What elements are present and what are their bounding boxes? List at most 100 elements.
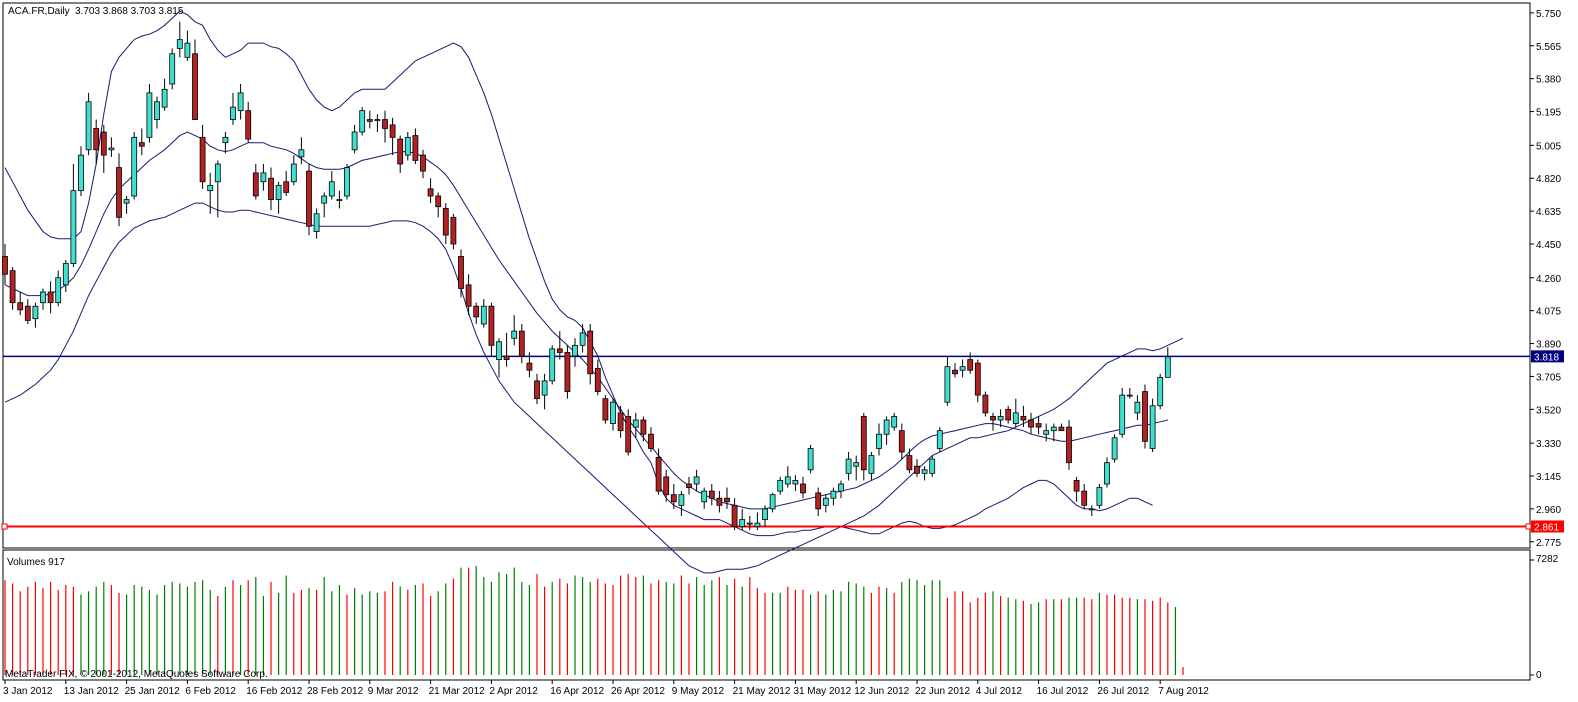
candle-body [1005, 408, 1012, 421]
price-tick-label: 5.750 [1536, 9, 1561, 20]
price-tick-label: 2.960 [1536, 505, 1561, 516]
candle-body [1157, 376, 1164, 407]
time-tick-label: 21 May 2012 [733, 686, 791, 697]
candle-body [822, 497, 829, 506]
support-line-handle-left[interactable] [1, 523, 8, 530]
candle-body [792, 480, 799, 485]
price-panel-frame [2, 2, 1531, 549]
candle-body [47, 291, 54, 304]
candle-body [967, 359, 974, 371]
candle-body [708, 490, 715, 499]
price-tick-label: 3.330 [1536, 439, 1561, 450]
candle-body [192, 53, 198, 120]
time-tick-label: 26 Jul 2012 [1097, 686, 1149, 697]
candle-body [830, 490, 837, 499]
candle-body [815, 492, 822, 510]
candle-body [184, 42, 191, 58]
candle-body [207, 184, 214, 192]
time-tick-label: 6 Feb 2012 [185, 686, 236, 697]
candle-body [70, 190, 77, 264]
candle-body [1043, 430, 1050, 435]
price-tick-label: 4.450 [1536, 240, 1561, 251]
candle-body [116, 167, 122, 218]
candle-body [1028, 419, 1034, 428]
time-tick-label: 12 Jun 2012 [854, 686, 909, 697]
price-axis: 5.750 5.565 5.380 5.195 5.005 4.820 4.635 4.450… [1530, 9, 1561, 676]
candle-body [237, 92, 244, 112]
candle-body [465, 284, 472, 307]
candle-body [579, 332, 586, 346]
candle-body [351, 131, 358, 151]
candle-body [1164, 356, 1171, 378]
price-tick-label: 4.635 [1536, 207, 1561, 218]
support-price-tag [1531, 520, 1564, 533]
candle-body [610, 401, 616, 424]
candle-body [24, 305, 31, 321]
candle-body [511, 330, 518, 339]
price-tick-label: 3.705 [1536, 372, 1561, 383]
candle-body [891, 416, 898, 428]
candle-body [1126, 394, 1133, 397]
candle-body [746, 522, 753, 525]
candle-body [944, 366, 951, 403]
time-tick-label: 26 Apr 2012 [611, 686, 665, 697]
candle-body [252, 172, 259, 197]
time-tick-label: 9 Mar 2012 [368, 686, 419, 697]
candle-body [32, 305, 39, 320]
price-tick-label: 3.145 [1536, 472, 1561, 483]
time-tick-label: 7 Aug 2012 [1158, 686, 1209, 697]
candle-body [731, 504, 738, 528]
candle-body [283, 181, 290, 193]
candle-body [845, 458, 852, 474]
candle-body [412, 135, 419, 161]
candle-body [906, 455, 913, 471]
time-tick-label: 16 Feb 2012 [246, 686, 303, 697]
candle-body [526, 362, 533, 371]
candle-body [1088, 508, 1095, 511]
candle-body [1119, 394, 1126, 435]
time-tick-label: 28 Feb 2012 [307, 686, 364, 697]
resistance-price-tag [1531, 350, 1564, 363]
candle-body [298, 149, 305, 158]
candle-body [503, 355, 510, 360]
candle-body [762, 508, 768, 520]
candle-body [1142, 391, 1148, 442]
candle-body [952, 369, 958, 375]
candle-body [108, 147, 115, 151]
candle-body [214, 163, 221, 183]
candle-body [724, 497, 730, 503]
horizontal-lines[interactable]: 3.818 2.861 [1, 350, 1564, 533]
candle-body [594, 368, 601, 392]
time-tick-label: 21 Mar 2012 [429, 686, 486, 697]
candle-body [222, 136, 229, 144]
candle-body [1104, 462, 1110, 485]
candle-body [678, 494, 685, 506]
candle-body [936, 430, 943, 449]
candle-body [1096, 487, 1103, 506]
candle-body [62, 263, 69, 286]
candle-body [199, 136, 206, 183]
candle-body [366, 119, 373, 122]
candle-body [632, 419, 639, 428]
candle-body [898, 430, 905, 453]
candle-body [85, 101, 92, 151]
candle-body [587, 330, 594, 375]
candle-body [382, 119, 388, 129]
candle-body [549, 348, 556, 382]
candle-body [1058, 426, 1065, 432]
candle-body [769, 494, 776, 510]
ohlc-readout: 3.703 3.868 3.703 3.815 [75, 6, 184, 17]
candle-body [648, 433, 654, 449]
candle-body [1073, 480, 1080, 492]
candle-body [686, 483, 692, 488]
time-tick-label: 3 Jan 2012 [3, 686, 53, 697]
support-price-label: 2.861 [1534, 522, 1559, 533]
price-tick-label: 4.075 [1536, 307, 1561, 318]
candle-body [982, 394, 989, 414]
price-tick-label: 5.005 [1536, 141, 1561, 152]
candle-body [990, 416, 996, 421]
support-line-handle-right[interactable] [1525, 523, 1532, 530]
price-tick-label: 2.775 [1536, 538, 1561, 549]
candle-body [754, 522, 761, 528]
